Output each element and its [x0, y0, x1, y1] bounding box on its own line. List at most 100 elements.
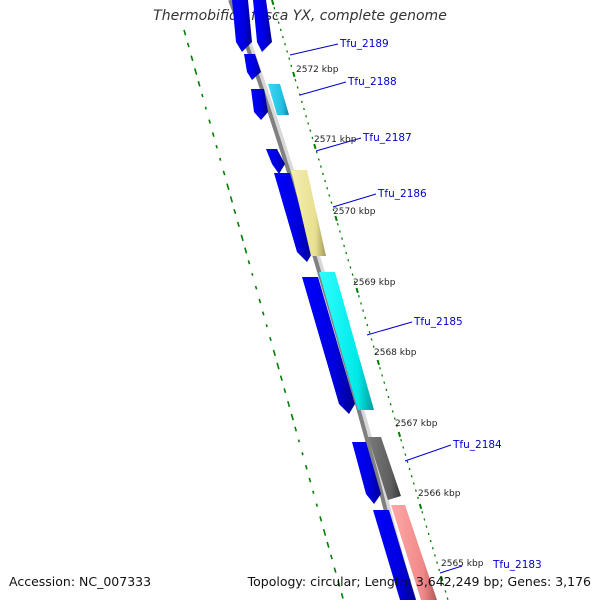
kbp-label: 2565 kbp — [441, 559, 484, 569]
track-tick — [376, 359, 380, 366]
track-tick — [190, 55, 194, 62]
track-tick — [311, 136, 314, 140]
track-tick — [308, 477, 312, 483]
cds-tfu-2183[interactable] — [391, 505, 437, 600]
track-tick — [286, 50, 289, 53]
track-tick — [360, 302, 362, 305]
track-tick — [297, 439, 301, 443]
kbp-label: 2570 kbp — [333, 207, 376, 217]
track-tick — [312, 490, 315, 494]
gene-label-tfu-2183[interactable]: Tfu_2183 — [492, 559, 542, 571]
scale-tick-ring — [271, 0, 449, 600]
track-tick — [226, 183, 230, 191]
kbp-label: 2568 kbp — [374, 348, 417, 358]
track-tick — [427, 532, 430, 536]
track-tick — [338, 230, 341, 233]
genome-summary: Topology: circular; Length: 3,642,249 bp… — [247, 574, 591, 589]
track-tick — [322, 528, 327, 536]
track-tick — [334, 215, 338, 222]
track-tick — [315, 503, 319, 507]
track-tick — [337, 580, 341, 587]
track-tick — [353, 280, 356, 284]
track-tick — [211, 132, 215, 137]
track-tick — [319, 516, 323, 522]
track-tick — [429, 539, 432, 543]
track-tick — [292, 71, 296, 78]
track-tick — [275, 14, 278, 17]
track-tick — [387, 395, 390, 399]
track-tick — [219, 157, 222, 161]
track-tick — [336, 223, 339, 226]
gene-label-tfu-2184[interactable]: Tfu_2184 — [452, 439, 502, 451]
gene-labels: Tfu_2189 Tfu_2188 Tfu_2187 Tfu_2186 Tfu_… — [339, 38, 542, 571]
track-tick — [298, 93, 301, 96]
track-tick — [307, 122, 310, 125]
track-tick — [425, 525, 428, 528]
cds-feature[interactable] — [244, 54, 261, 80]
track-tick — [332, 208, 335, 212]
track-tick — [301, 452, 304, 456]
track-tick — [201, 93, 204, 98]
track-tick — [326, 187, 329, 190]
track-tick — [362, 309, 365, 312]
gene-label-tfu-2188[interactable]: Tfu_2188 — [347, 76, 397, 88]
cds-tfu-2188[interactable] — [268, 84, 289, 115]
track-tick — [229, 196, 234, 203]
gene-label-tfu-2187[interactable]: Tfu_2187 — [362, 132, 412, 144]
cds-feature[interactable] — [302, 277, 355, 414]
cds-feature[interactable] — [373, 510, 416, 600]
track-tick — [385, 388, 388, 392]
track-tick — [317, 158, 320, 161]
track-tick — [208, 119, 211, 124]
track-tick — [355, 287, 359, 294]
track-tick — [440, 575, 444, 582]
track-tick — [393, 417, 396, 420]
track-tick — [347, 259, 350, 262]
track-tick — [423, 518, 426, 521]
gene-label-tfu-2189[interactable]: Tfu_2189 — [339, 38, 389, 50]
cds-tfu-2186[interactable] — [291, 170, 326, 256]
track-tick — [438, 568, 441, 572]
track-tick — [379, 367, 381, 370]
track-tick — [313, 143, 317, 150]
track-tick — [341, 237, 343, 240]
track-tick — [273, 7, 276, 10]
gc-content-track — [183, 29, 344, 599]
track-tick — [370, 338, 373, 341]
track-tick — [402, 446, 405, 449]
track-tick — [322, 172, 324, 176]
track-tick — [421, 511, 424, 514]
track-tick — [343, 244, 346, 248]
track-tick — [277, 21, 280, 24]
track-tick — [357, 295, 360, 298]
track-tick — [381, 374, 384, 377]
scale-labels: 2572 kbp 2571 kbp 2570 kbp 2569 kbp 2568… — [296, 65, 484, 569]
gene-label-tfu-2185[interactable]: Tfu_2185 — [413, 316, 463, 328]
cds-feature[interactable] — [274, 173, 313, 262]
track-tick — [186, 42, 190, 48]
track-tick — [247, 260, 251, 265]
track-tick — [433, 554, 436, 557]
track-tick — [408, 467, 411, 471]
track-tick — [372, 345, 375, 348]
track-tick — [258, 298, 262, 304]
cds-feature[interactable] — [251, 89, 268, 120]
cds-tfu-2185[interactable] — [319, 272, 374, 410]
track-tick — [261, 311, 265, 316]
kbp-label: 2566 kbp — [418, 489, 461, 499]
gene-label-tfu-2186[interactable]: Tfu_2186 — [377, 188, 427, 200]
cds-feature[interactable] — [253, 0, 272, 52]
track-tick — [368, 331, 371, 334]
track-tick — [265, 324, 268, 328]
track-tick — [233, 208, 237, 215]
track-tick — [283, 388, 287, 394]
track-tick — [303, 107, 305, 111]
track-tick — [412, 482, 415, 485]
track-tick — [446, 597, 449, 600]
track-tick — [340, 592, 344, 599]
cds-tfu-2187[interactable] — [266, 149, 285, 174]
track-tick — [326, 541, 330, 548]
cds-feature[interactable] — [352, 442, 381, 504]
cds-feature[interactable] — [232, 0, 252, 52]
cds-tfu-2184[interactable] — [368, 437, 401, 500]
